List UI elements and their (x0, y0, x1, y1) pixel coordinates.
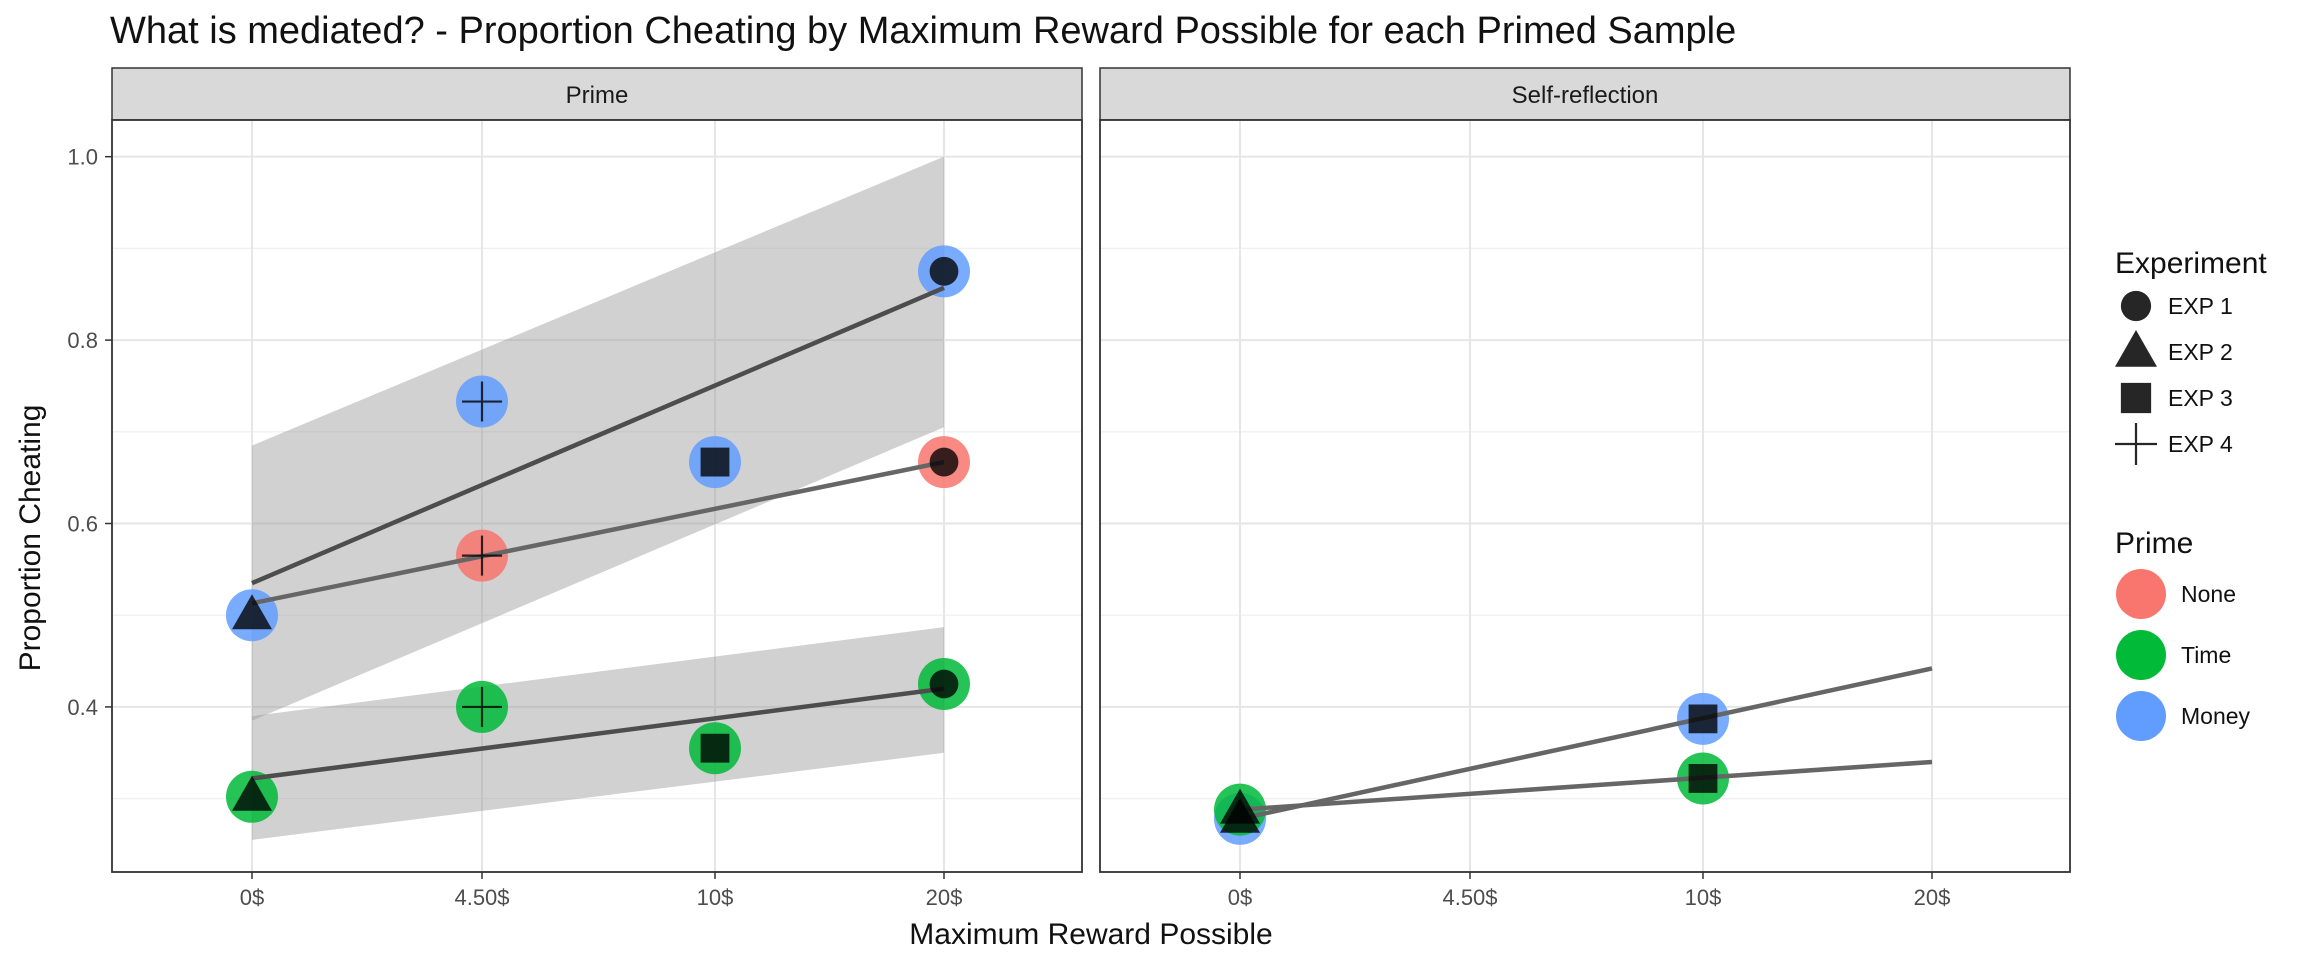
legend-key-money (2116, 691, 2166, 741)
legend-label-exp-3: EXP 3 (2168, 385, 2233, 411)
point-shape-exp-3 (1688, 704, 1718, 734)
point-shape-exp-4 (462, 381, 502, 422)
panel-prime: Prime 0$ 4.50$ 10$ 20$ 0.4 0.6 0.8 1.0 (67, 67, 1083, 910)
facet-label: Prime (566, 82, 629, 109)
facet-strip (1099, 67, 2071, 121)
x-tick-label: 4.50$ (454, 885, 509, 910)
fit-line-time (251, 686, 945, 781)
point-shape-exp-1 (929, 256, 959, 286)
x-tick-label: 0$ (1228, 885, 1252, 910)
legend-prime-title: Prime (2115, 527, 2193, 560)
y-tick-label: 0.4 (67, 695, 98, 720)
fit-line-money (251, 285, 945, 586)
chart-panels: Prime 0$ 4.50$ 10$ 20$ 0.4 0.6 0.8 1.0 Self-refle… (67, 67, 2071, 910)
legend-key-exp-3 (2120, 382, 2152, 414)
point-shape-exp-1 (929, 447, 959, 477)
x-tick-label: 20$ (926, 885, 963, 910)
x-tick-label: 10$ (1685, 885, 1722, 910)
x-tick-label: 4.50$ (1442, 885, 1497, 910)
legend-key-time (2116, 630, 2166, 680)
point-shape-exp-2 (232, 594, 272, 630)
x-tick-label: 20$ (1914, 885, 1951, 910)
legend-key-exp-2 (2115, 329, 2157, 367)
point-shape-exp-3 (700, 733, 730, 763)
x-tick-label: 0$ (240, 885, 264, 910)
legend-label-exp-2: EXP 2 (2168, 339, 2233, 365)
point-shape-exp-3 (1688, 764, 1718, 793)
fit-line-time (1239, 759, 1933, 812)
y-tick-label: 1.0 (67, 145, 98, 170)
point-shape-exp-3 (700, 447, 730, 477)
panel-self-reflection: Self-reflection 0$ 4.50$ 10$ 20$ (1099, 67, 2071, 910)
x-tick-label: 10$ (697, 885, 734, 910)
legend-label-exp-1: EXP 1 (2168, 293, 2233, 319)
plot-background (112, 120, 1082, 872)
legend-key-exp-4 (2115, 423, 2157, 465)
y-axis-title: Proportion Cheating (14, 405, 47, 672)
chart-title: What is mediated? - Proportion Cheating … (110, 10, 1736, 52)
x-axis-title: Maximum Reward Possible (909, 918, 1272, 951)
y-tick-label: 0.8 (67, 328, 98, 353)
point-shape-exp-2 (1220, 788, 1260, 824)
legend-label-exp-4: EXP 4 (2168, 431, 2233, 457)
legend: Experiment Prime EXP 1 EXP 2 EXP 3 EXP 4 Non… (2115, 247, 2267, 741)
confidence-band-money (252, 156, 944, 721)
point-shape-exp-4 (462, 686, 502, 727)
plot-background (1100, 120, 2070, 872)
point-shape-exp-4 (462, 535, 502, 576)
fit-line-none (251, 459, 945, 606)
facet-label: Self-reflection (1512, 82, 1659, 109)
legend-label-none: None (2181, 581, 2236, 607)
point-shape-exp-2 (232, 775, 272, 811)
fit-line-money (1239, 666, 1933, 822)
panel-border (111, 119, 1083, 873)
y-tick-label: 0.6 (67, 512, 98, 537)
legend-key-none (2116, 569, 2166, 619)
legend-label-money: Money (2181, 703, 2251, 729)
point-shape-exp-1 (929, 669, 959, 699)
facet-strip (111, 67, 1083, 121)
legend-key-exp-1 (2120, 290, 2152, 322)
legend-label-time: Time (2181, 642, 2231, 668)
legend-experiment-title: Experiment (2115, 247, 2267, 280)
panel-border (1099, 119, 2071, 873)
